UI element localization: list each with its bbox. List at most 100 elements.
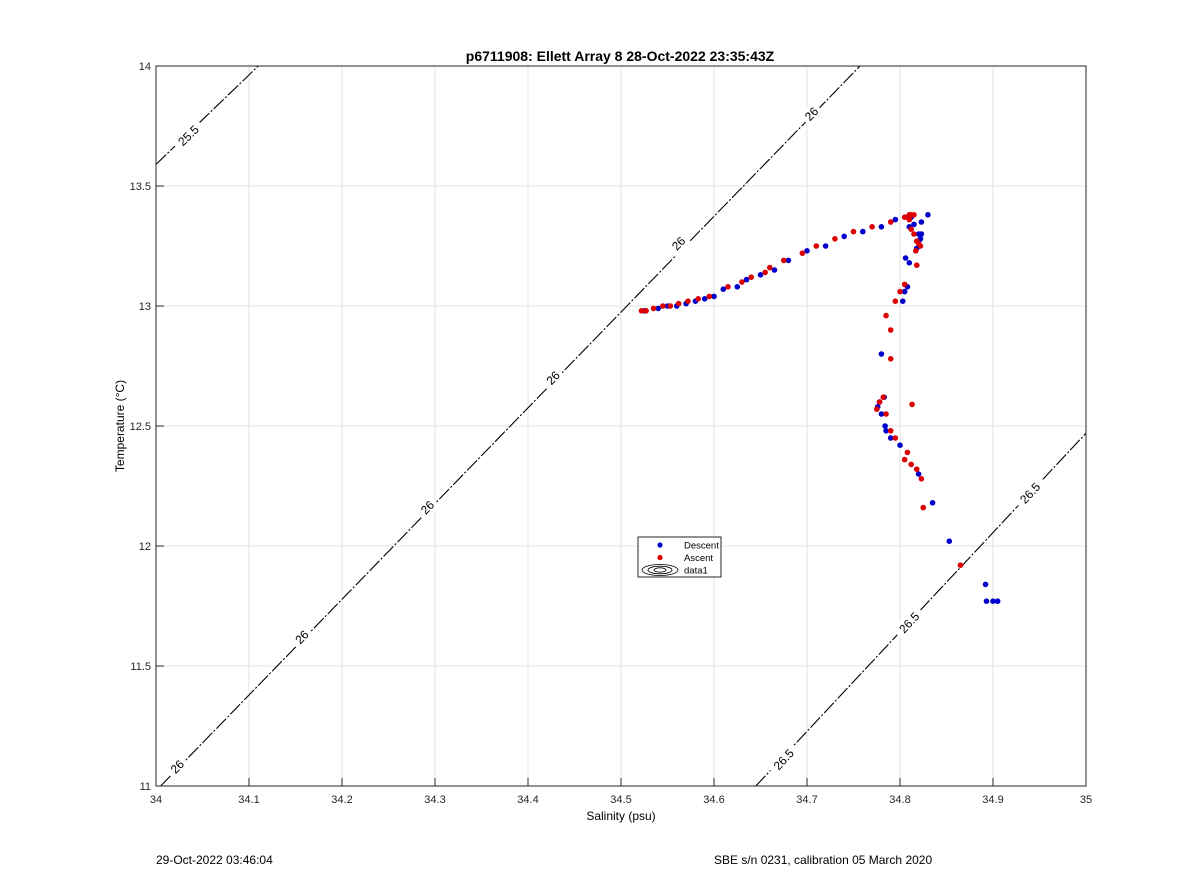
ascent-point: [911, 212, 917, 218]
ascent-point: [813, 243, 820, 249]
ascent-point: [675, 300, 682, 307]
ascent-point: [920, 504, 927, 511]
ascent-point: [904, 449, 911, 456]
legend-label-ascent: Ascent: [684, 553, 713, 564]
descent-point: [734, 284, 741, 290]
ascent-point: [638, 308, 645, 314]
x-tick-label: 34.2: [331, 794, 352, 806]
descent-point: [925, 212, 931, 218]
descent-point: [946, 538, 953, 544]
descent-point: [994, 598, 1001, 604]
x-tick-label: 34: [150, 794, 162, 806]
contour-label-bg: [164, 754, 191, 780]
contour-label-bg: [891, 604, 927, 641]
ascent-point: [869, 224, 875, 230]
ascent-point: [957, 562, 964, 568]
ascent-point: [685, 298, 691, 305]
grid: [155, 65, 1087, 787]
ascent-point: [706, 293, 713, 300]
descent-point: [701, 296, 708, 302]
descent-point: [983, 598, 990, 604]
descent-point: [918, 231, 925, 237]
y-tick-label: 11: [140, 781, 151, 793]
ascent-point: [832, 236, 838, 242]
ascent-point: [876, 399, 883, 405]
axes: 34 34.1 34.2 34.3 34.4 34.5 34.6 34.7 34.8 34.9 35…: [130, 61, 1093, 806]
ascent-point: [667, 303, 674, 309]
contour-label-bg: [1012, 475, 1048, 512]
descent-point: [655, 305, 661, 312]
descent-point: [785, 257, 792, 264]
x-tick-label: 34.3: [424, 794, 445, 806]
descent-point: [897, 442, 903, 449]
ascent-point: [908, 226, 914, 232]
ascent-point: [918, 476, 925, 482]
ascent-point: [913, 248, 919, 254]
ascent-point: [913, 466, 920, 473]
ascent-point: [897, 288, 903, 295]
y-tick-label: 12: [139, 541, 151, 553]
ascent-point: [799, 250, 806, 256]
footer-timestamp: 29-Oct-2022 03:46:04: [156, 853, 273, 867]
ascent-point: [887, 219, 894, 225]
ascent-point: [762, 269, 768, 276]
legend-marker-descent: [657, 542, 663, 548]
ascent-point: [695, 296, 701, 302]
contour-label-bg: [766, 741, 802, 778]
descent-point: [804, 248, 810, 254]
descent-point: [990, 598, 996, 604]
descent-point: [878, 351, 885, 357]
descent-point: [860, 228, 866, 235]
ascent-point: [739, 279, 745, 285]
descent-point: [892, 216, 899, 223]
x-tick-label: 35: [1080, 794, 1092, 806]
ascent-point: [643, 308, 649, 314]
descent-point: [887, 435, 894, 441]
legend-marker-data1: [653, 567, 667, 573]
contour-label-bg: [540, 365, 566, 391]
x-tick-label: 34.4: [517, 794, 538, 806]
chart-title: p6711908: Ellett Array 8 28-Oct-2022 23:…: [466, 48, 775, 64]
descent-point: [720, 286, 727, 293]
ascent-point: [883, 312, 889, 319]
legend-box: [637, 536, 722, 578]
descent-point: [906, 260, 913, 266]
ascent-point: [909, 401, 915, 408]
ascent-point: [892, 298, 899, 305]
ascent-point: [850, 228, 857, 235]
ascent-point: [883, 411, 889, 417]
ascent-point: [887, 327, 894, 333]
descent-point: [878, 411, 885, 417]
ascent-point: [911, 231, 917, 237]
descent-point: [757, 272, 764, 278]
descent-point: [901, 288, 908, 295]
x-tick-label: 34.8: [889, 794, 910, 806]
y-tick-label: 12.5: [130, 421, 151, 433]
descent-point: [915, 471, 922, 477]
ascent-point: [913, 262, 920, 269]
ascent-point: [901, 281, 908, 288]
descent-point: [982, 581, 989, 588]
footer-calibration: SBE s/n 0231, calibration 05 March 2020: [714, 853, 933, 867]
contour-label-bg: [665, 230, 692, 257]
y-axis-label: Temperature (°C): [113, 380, 127, 472]
ascent-point: [887, 428, 894, 434]
contour-label-bg: [798, 101, 825, 127]
y-tick-label: 14: [139, 61, 151, 73]
descent-point: [918, 219, 925, 225]
ascent-point: [873, 406, 880, 413]
x-axis-label: Salinity (psu): [586, 809, 655, 823]
legend-marker-data1: [641, 564, 679, 576]
ascent-point: [908, 461, 914, 468]
x-tick-label: 34.9: [982, 794, 1003, 806]
x-tick-label: 34.7: [796, 794, 817, 806]
ascent-point: [725, 284, 731, 290]
ascent-point: [650, 305, 657, 312]
descent-point: [883, 428, 889, 434]
descent-point: [902, 255, 909, 261]
ascent-point: [901, 456, 908, 463]
ascent-point: [780, 257, 787, 264]
contour-label-bg: [414, 494, 441, 521]
